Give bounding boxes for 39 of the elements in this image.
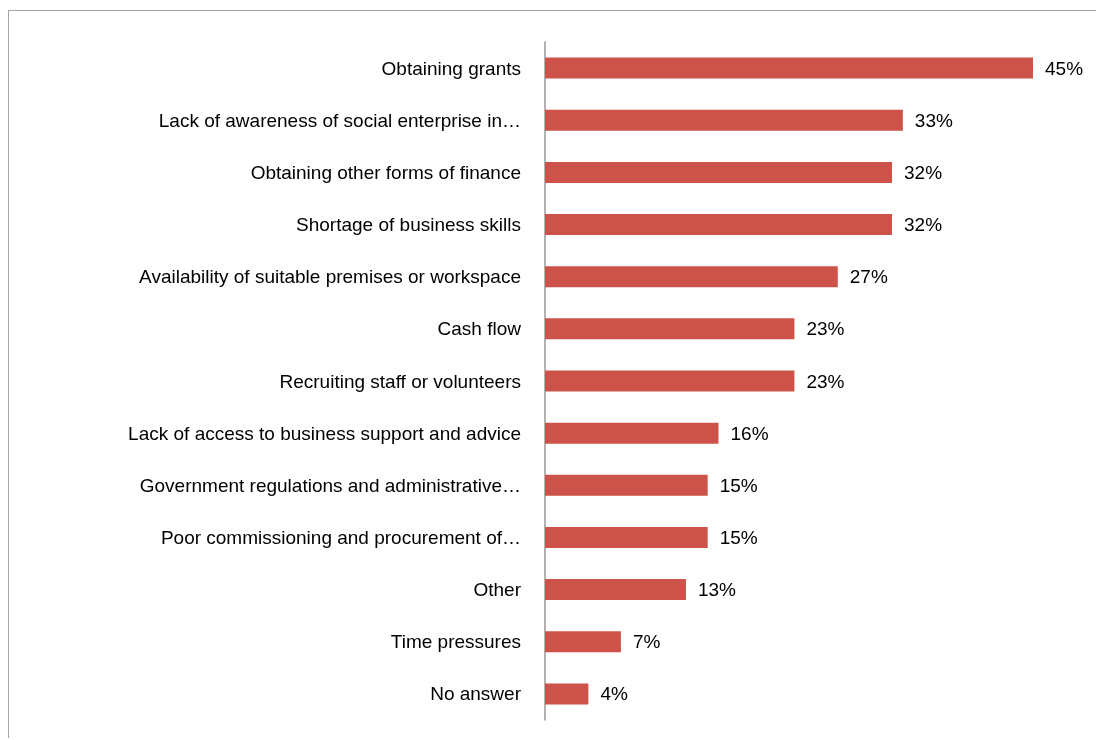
y-tick-label: Lack of awareness of social enterprise in… [158, 109, 521, 131]
y-tick-label: No answer [430, 683, 522, 705]
data-label: 7% [632, 631, 661, 653]
bar [545, 683, 589, 705]
data-label: 32% [904, 161, 943, 183]
bar [545, 161, 893, 183]
bar [545, 474, 708, 496]
bar [545, 422, 719, 444]
bar [545, 57, 1033, 79]
bar [545, 579, 686, 601]
y-tick-label: Poor commissioning and procurement of… [160, 526, 521, 548]
data-label: 16% [730, 422, 769, 444]
bar [545, 214, 893, 236]
bar [545, 109, 903, 131]
y-tick-label: Obtaining other forms of finance [250, 161, 521, 183]
bar [545, 318, 795, 340]
y-tick-label: Availability of suitable premises or workspace [139, 266, 521, 288]
y-tick-label: Time pressures [390, 631, 521, 653]
data-label: 27% [849, 266, 888, 288]
y-tick-label: Lack of access to business support and advice [128, 422, 521, 444]
bar [545, 370, 795, 392]
data-label: 23% [806, 370, 845, 392]
y-tick-label: Other [473, 579, 522, 601]
bar [545, 266, 838, 288]
data-label: 15% [719, 474, 758, 496]
y-tick-label: Government regulations and administrative… [139, 474, 521, 496]
y-tick-label: Shortage of business skills [296, 214, 521, 236]
data-label: 4% [600, 683, 628, 705]
y-tick-label: Obtaining grants [381, 57, 521, 79]
bar [545, 526, 708, 548]
data-label: 13% [697, 579, 737, 601]
data-label: 15% [719, 526, 758, 548]
bar [545, 631, 621, 653]
y-tick-label: Recruiting staff or volunteers [279, 370, 521, 392]
data-label: 33% [914, 109, 953, 131]
y-tick-label: Cash flow [437, 318, 522, 340]
data-label: 45% [1045, 57, 1084, 79]
data-label: 32% [904, 214, 943, 236]
data-label: 23% [806, 318, 845, 340]
